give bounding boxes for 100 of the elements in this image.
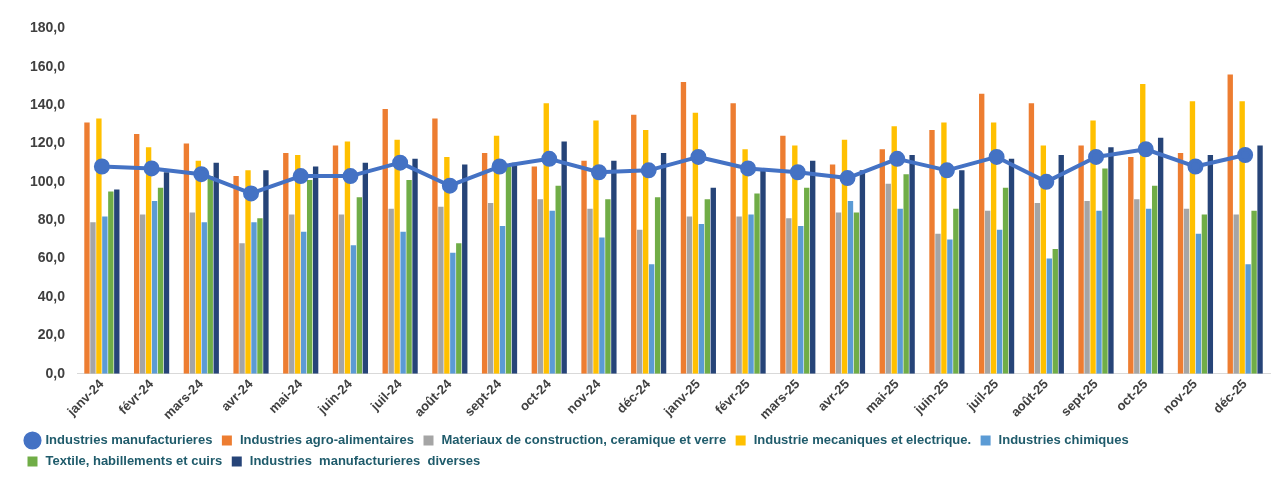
y-tick-label: 20,0: [37, 326, 66, 343]
bar: [710, 187, 716, 374]
bar: [245, 170, 251, 374]
bar: [959, 170, 965, 374]
point: [1137, 141, 1154, 158]
y-tick-label: 160,0: [29, 57, 66, 74]
bar: [1146, 208, 1152, 374]
bar: [356, 197, 363, 374]
bar: [1239, 101, 1245, 374]
bar: [599, 237, 605, 374]
legend-label: Textile, habillements et cuirs: [45, 453, 223, 469]
bar: [1052, 249, 1058, 374]
bar: [631, 114, 637, 374]
point: [590, 164, 607, 181]
bar: [587, 208, 593, 374]
bar: [754, 193, 760, 374]
bar: [406, 179, 412, 374]
bar: [909, 155, 915, 374]
bar: [289, 214, 295, 374]
bar: [680, 82, 687, 374]
bar: [108, 191, 114, 374]
bar: [102, 216, 108, 374]
bar: [929, 130, 935, 374]
bar: [505, 166, 512, 374]
point: [889, 150, 906, 167]
y-tick-label: 120,0: [29, 134, 66, 151]
bar: [96, 118, 102, 374]
legend-label: Industries manufacturieres diverses: [249, 453, 481, 469]
point: [1088, 148, 1105, 165]
bar: [742, 149, 748, 374]
bar: [984, 210, 991, 374]
bar: [760, 170, 766, 374]
bar: [213, 162, 219, 374]
bar: [1028, 103, 1035, 374]
legend-label: Materiaux de construction, ceramique et verre: [441, 432, 727, 448]
bar: [1251, 210, 1257, 374]
bar: [1233, 214, 1239, 374]
bar: [531, 166, 538, 374]
bar: [947, 239, 953, 374]
bar: [134, 133, 140, 374]
bar: [1090, 120, 1096, 374]
bar: [412, 158, 418, 374]
bar: [537, 199, 543, 374]
bar: [660, 153, 667, 374]
bar: [444, 156, 450, 374]
point: [491, 158, 508, 175]
bar: [338, 214, 345, 374]
bar: [462, 164, 468, 374]
point: [243, 185, 260, 202]
bar: [450, 252, 456, 374]
bar: [979, 93, 985, 374]
bar: [163, 172, 170, 374]
bar: [388, 208, 394, 374]
bar: [605, 199, 611, 374]
bar: [637, 229, 643, 374]
bar: [1058, 155, 1064, 374]
legend-label: Industries agro-alimentaires: [239, 432, 415, 448]
bar: [780, 135, 786, 374]
bar: [1008, 158, 1015, 374]
bar: [332, 145, 339, 374]
y-tick-label: 100,0: [29, 172, 66, 189]
bar: [1207, 155, 1214, 374]
bar: [593, 120, 599, 374]
bar: [903, 174, 909, 374]
bar: [581, 160, 587, 374]
point: [93, 158, 110, 175]
bar: [263, 170, 269, 374]
bar: [257, 218, 263, 374]
bar: [698, 224, 705, 374]
bar: [151, 201, 158, 374]
point: [690, 148, 707, 165]
point: [292, 168, 309, 185]
bar: [306, 179, 313, 374]
y-tick-label: 180,0: [29, 19, 66, 36]
bar: [859, 170, 866, 374]
bar: [400, 231, 406, 374]
bar: [1201, 214, 1208, 374]
bar: [853, 212, 860, 374]
point: [342, 168, 359, 185]
bar: [549, 210, 555, 374]
bar: [233, 176, 239, 374]
bar: [897, 208, 903, 374]
bar: [953, 208, 959, 374]
bar: [157, 187, 164, 374]
bar: [283, 153, 289, 374]
bar: [935, 233, 941, 374]
bar: [394, 139, 400, 374]
point: [839, 170, 856, 187]
bar: [239, 243, 245, 374]
point: [392, 154, 409, 171]
bar: [730, 103, 736, 374]
bar: [786, 218, 792, 374]
bar: [301, 231, 307, 374]
bar: [84, 122, 90, 374]
bar: [885, 183, 891, 374]
bar: [1102, 168, 1108, 374]
bar: [499, 225, 506, 374]
point: [938, 162, 955, 179]
bar: [847, 201, 854, 374]
bar: [804, 187, 810, 374]
